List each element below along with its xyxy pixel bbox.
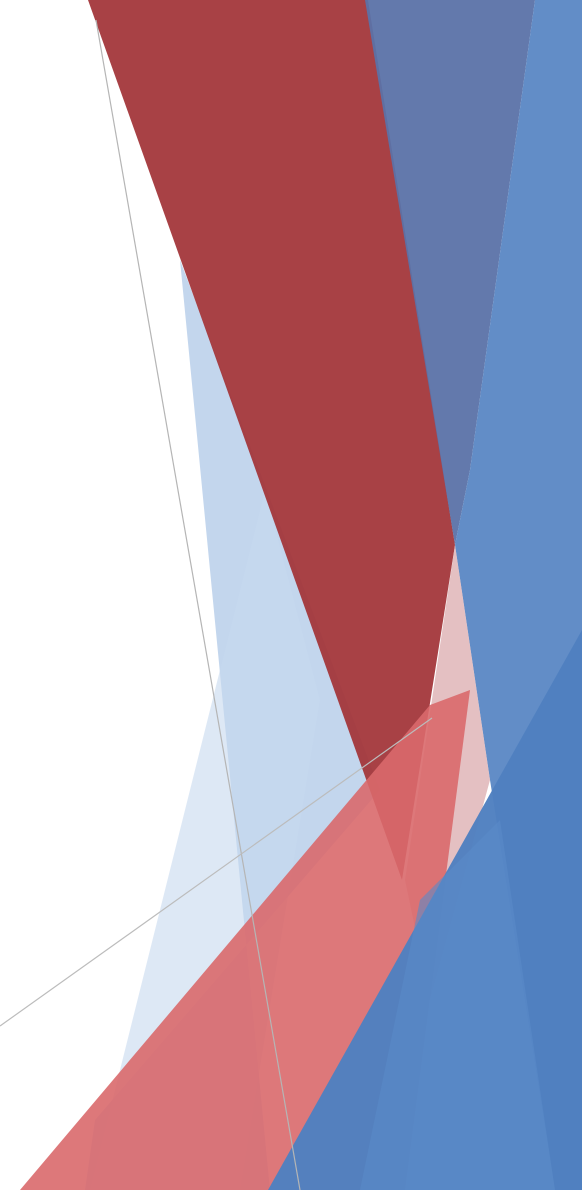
page: (() => { const data = JSON.parse(documen… — [0, 0, 582, 1190]
background-art — [0, 0, 582, 1190]
